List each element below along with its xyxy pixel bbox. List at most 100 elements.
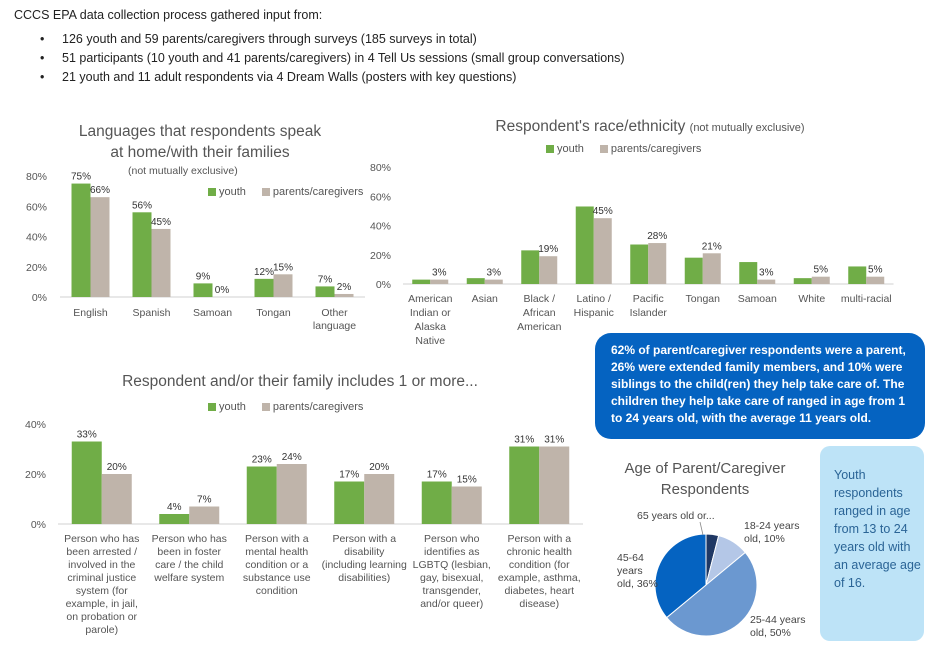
bar-parents <box>866 276 885 284</box>
legend-swatch <box>261 188 270 196</box>
title-note: (not mutually exclusive) <box>689 122 805 134</box>
bar-youth <box>509 446 540 524</box>
label-line: old, 36% <box>617 578 658 590</box>
race-chart-title: Respondent's race/ethnicity (not mutuall… <box>440 116 860 139</box>
data-label: 75% <box>71 172 91 183</box>
list-item: • 21 youth and 11 adult respondents via 4… <box>40 68 714 87</box>
legend-item-youth: youth <box>546 143 584 155</box>
data-label: 19% <box>538 244 558 255</box>
bar-parents <box>90 197 110 297</box>
category-tick-label: Pacific <box>633 293 664 305</box>
y-tick-label: 40% <box>25 419 46 431</box>
pie-leader-line <box>699 521 704 536</box>
y-tick-label: 80% <box>370 162 391 174</box>
category-tick-label: example, asthma, <box>498 572 581 584</box>
data-label: 17% <box>427 470 447 481</box>
category-tick-label: White <box>798 293 825 305</box>
category-tick-label: example, in jail, <box>66 598 138 610</box>
legend-item-parents: parents/caregivers <box>261 186 363 198</box>
data-label: 2% <box>337 282 352 293</box>
category-tick-label: Indian or <box>410 307 451 319</box>
intro-section: CCCS EPA data collection process gathere… <box>14 8 714 87</box>
category-tick-label: (including learning <box>322 559 407 571</box>
category-tick-label: Tongan <box>686 293 721 305</box>
bar-parents <box>334 293 354 297</box>
bullet-icon: • <box>40 51 45 65</box>
data-label: 15% <box>457 475 477 486</box>
category-tick-label: Black / <box>523 293 555 305</box>
family-chart-title: Respondent and/or their family includes … <box>122 373 478 390</box>
y-tick-label: 40% <box>370 221 391 233</box>
category-tick-label: LGBTQ (lesbian, <box>413 559 491 571</box>
legend-label: youth <box>219 186 246 198</box>
bar-parents <box>648 243 667 284</box>
category-tick-label: Person with a <box>332 533 396 545</box>
pie-label-45-64: 45-64 years old, 36% <box>617 552 658 591</box>
bar-parents <box>811 276 830 284</box>
category-tick-label: transgender, <box>423 585 481 597</box>
bar-youth <box>193 283 213 297</box>
category-tick-label: Native <box>415 335 445 347</box>
category-tick-label: Person with a <box>507 533 571 545</box>
bar-youth <box>132 212 152 297</box>
category-tick-label: American <box>408 293 453 305</box>
data-label: 23% <box>252 455 272 466</box>
y-tick-label: 60% <box>370 191 391 203</box>
category-tick-label: on probation or <box>66 611 137 623</box>
bar-youth <box>412 279 431 284</box>
y-tick-label: 20% <box>25 469 46 481</box>
bar-parents <box>593 218 612 284</box>
bar-parents <box>539 446 570 524</box>
bar-parents <box>273 274 293 297</box>
data-label: 3% <box>487 268 502 279</box>
data-label: 7% <box>197 495 212 506</box>
category-tick-label: disabilities) <box>338 572 390 584</box>
category-tick-label: identifies as <box>424 546 479 558</box>
category-tick-label: substance use <box>243 572 311 584</box>
bar-youth <box>334 481 365 524</box>
bar-parents <box>484 279 503 284</box>
bar-youth <box>246 466 277 524</box>
category-tick-label: American <box>517 321 562 333</box>
category-tick-label: condition <box>256 585 298 597</box>
family-chart-legend: youth parents/caregivers <box>208 401 373 413</box>
category-tick-label: and/or queer) <box>420 598 483 610</box>
bar-parents <box>101 474 132 524</box>
bullet-text: 126 youth and 59 parents/caregivers thro… <box>62 32 477 46</box>
bar-youth <box>421 481 452 524</box>
label-line: 18-24 years <box>744 520 800 532</box>
legend-swatch <box>599 145 608 153</box>
category-tick-label: Samoan <box>193 307 232 319</box>
data-label: 45% <box>593 206 613 217</box>
category-tick-label: condition or a <box>245 559 308 571</box>
pie-chart-title: Age of Parent/Caregiver Respondents <box>605 458 805 500</box>
legend-label: youth <box>219 401 246 413</box>
pie-label-65-plus: 65 years old or... <box>637 510 715 522</box>
bar-parents <box>702 253 721 284</box>
y-tick-label: 0% <box>376 279 391 291</box>
category-tick-label: been arrested / <box>66 546 137 558</box>
title-line: Languages that respondents speak <box>78 123 322 140</box>
data-label: 66% <box>90 185 110 196</box>
category-tick-label: Hispanic <box>574 307 614 319</box>
label-line: old, 10% <box>744 533 785 545</box>
intro-bullet-list: • 126 youth and 59 parents/caregivers thr… <box>40 30 714 87</box>
bar-parents <box>539 256 558 284</box>
data-label: 7% <box>318 274 333 285</box>
data-label: 3% <box>432 268 447 279</box>
category-tick-label: Islander <box>630 307 668 319</box>
bar-parents <box>276 464 307 524</box>
languages-chart-legend: youth parents/caregivers <box>208 186 373 198</box>
bar-youth <box>254 278 274 297</box>
category-tick-label: diabetes, heart <box>505 585 575 597</box>
bar-youth <box>630 244 649 284</box>
legend-swatch <box>208 188 216 196</box>
legend-item-parents: parents/caregivers <box>599 143 701 155</box>
category-tick-label: system (for <box>76 585 128 597</box>
y-tick-label: 20% <box>370 250 391 262</box>
bar-youth <box>848 266 867 284</box>
category-tick-label: Samoan <box>738 293 777 305</box>
category-tick-label: condition (for <box>509 559 570 571</box>
bullet-text: 51 participants (10 youth and 41 parents… <box>62 51 625 65</box>
category-tick-label: Tongan <box>256 307 291 319</box>
